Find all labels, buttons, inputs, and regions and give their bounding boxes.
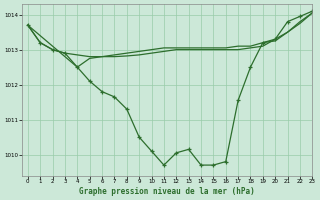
X-axis label: Graphe pression niveau de la mer (hPa): Graphe pression niveau de la mer (hPa) — [79, 187, 255, 196]
